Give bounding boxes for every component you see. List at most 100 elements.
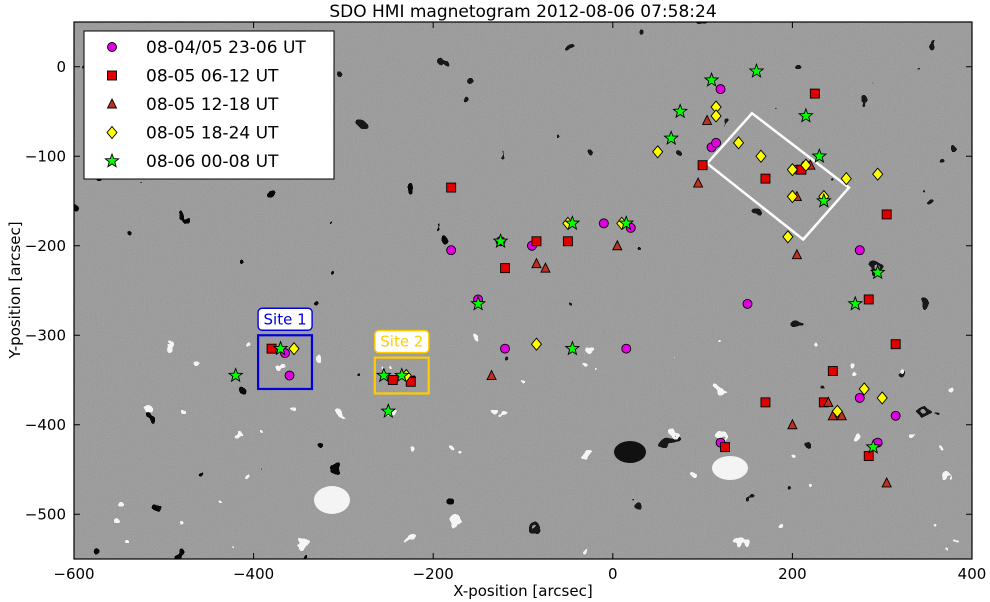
axis-ticks: −600 −400 −200 0 200 400 0 −100 −200 −300 −400 −500 <box>25 22 987 583</box>
site-boxes: Site 1 Site 2 <box>256 111 851 395</box>
series-3-point-2 <box>540 262 551 273</box>
series-3-point-13 <box>881 476 892 488</box>
series-2-point-18 <box>720 442 730 453</box>
series-2-point-8 <box>697 160 708 171</box>
series-3-point-5 <box>692 177 704 188</box>
legend-label-3: 08-05 12-18 UT <box>146 95 279 115</box>
series-5-point-2 <box>272 340 289 356</box>
series-5-point-17 <box>815 192 832 208</box>
series-1-point-3 <box>446 245 457 256</box>
legend-label-5: 08-06 00-08 UT <box>146 152 279 172</box>
y-tick-label-5: −400 <box>25 416 66 434</box>
x-tick-label-4: 0 <box>608 565 618 583</box>
series-2-point-15 <box>760 397 771 408</box>
series-5-point-12 <box>672 103 689 119</box>
series-4-point-20 <box>876 391 888 405</box>
series-5-point-19 <box>847 295 864 311</box>
series-2-point-10 <box>809 88 820 99</box>
x-tick-label-1: −600 <box>53 565 94 583</box>
series-5-point-14 <box>748 62 765 78</box>
series-2-point-3 <box>500 263 510 274</box>
legend-label-1: 08-04/05 23-06 UT <box>146 38 306 58</box>
series-3-point-4 <box>612 239 623 251</box>
legend-marker-3 <box>106 97 118 109</box>
series-1-point-18 <box>854 392 865 403</box>
series-5-point-7 <box>470 295 486 311</box>
x-tick-label-6: 400 <box>958 565 987 583</box>
legend-marker-4 <box>106 125 118 140</box>
series-5-point-18 <box>869 264 886 280</box>
series-4-point-12 <box>800 158 812 172</box>
series-3-point-8 <box>791 248 803 260</box>
series-4-point-10 <box>755 149 767 163</box>
series-5-point-10 <box>618 215 635 231</box>
site-box-2 <box>373 356 430 395</box>
series-4-point-14 <box>782 230 794 244</box>
series-4-point-8 <box>710 109 722 123</box>
series-2-point-13 <box>890 339 901 350</box>
series-5-point-4 <box>393 367 410 383</box>
x-tick-label-5: 200 <box>778 565 807 583</box>
legend-marker-5 <box>104 152 120 168</box>
y-axis-label: Y-position [arcsec] <box>6 221 24 359</box>
x-tick-label-3: −200 <box>413 565 454 583</box>
series-1-point-12 <box>711 137 722 148</box>
legend-marker-2 <box>107 70 117 81</box>
series-3-point-12 <box>787 418 798 430</box>
legend-label-4: 08-05 18-24 UT <box>146 124 279 144</box>
y-tick-label-6: −500 <box>25 505 66 523</box>
sunspot-light-2 <box>314 486 350 514</box>
series-5-point-15 <box>797 107 814 123</box>
series-4-point-18 <box>858 382 870 396</box>
series-1-point-16 <box>854 245 865 256</box>
legend-marker-1 <box>107 42 117 52</box>
y-tick-label-4: −300 <box>25 326 66 344</box>
series-3-point-6 <box>701 114 713 125</box>
series-2-point-6 <box>387 375 398 385</box>
plot-frame <box>73 21 973 560</box>
series-1-point-10 <box>598 218 609 229</box>
series-1-point-13 <box>715 84 726 95</box>
y-tick-label-3: −200 <box>25 237 66 255</box>
series-5-point-8 <box>564 340 581 356</box>
series-4-point-3 <box>530 337 543 351</box>
site-label-2: Site 2 <box>380 333 423 351</box>
site-label-1: Site 1 <box>264 310 307 328</box>
series-2-point-5 <box>562 236 573 247</box>
series-1-point-7 <box>500 343 510 354</box>
series-3-point-9 <box>823 396 834 407</box>
series-4-point-13 <box>786 189 798 204</box>
y-tick-label-1: 0 <box>56 58 66 76</box>
series-1-point-8 <box>621 343 632 354</box>
series-5-point-13 <box>703 71 720 87</box>
series-2-point-1 <box>266 343 277 354</box>
series-5-point-1 <box>227 367 244 383</box>
series-2-point-2 <box>446 182 457 193</box>
series-1-point-19 <box>890 410 901 421</box>
series-5-point-20 <box>865 438 882 454</box>
site-label-box-2 <box>374 329 430 354</box>
series-5-point-16 <box>811 147 828 163</box>
series-2-point-14 <box>827 366 838 376</box>
legend-frame <box>83 30 335 180</box>
series-2-point-4 <box>531 236 542 247</box>
series-3-point-1 <box>531 257 542 269</box>
x-tick-label-2: −400 <box>233 565 274 583</box>
series-4-point-11 <box>786 162 798 177</box>
series-2-point-11 <box>881 209 892 220</box>
series-4-point-19 <box>831 404 843 419</box>
series-1-point-14 <box>742 298 753 309</box>
series-4-point-9 <box>732 136 745 150</box>
series-2-point-12 <box>863 294 874 305</box>
series-4-point-6 <box>652 145 664 159</box>
chart-title: SDO HMI magnetogram 2012-08-06 07:58:24 <box>329 2 716 22</box>
sunspot-dark-1 <box>614 441 646 463</box>
series-5-point-5 <box>380 403 397 419</box>
series-4-point-17 <box>872 167 884 181</box>
series-5-point-3 <box>375 367 392 383</box>
region-box-rotated <box>705 111 851 242</box>
series-4-point-16 <box>840 171 852 186</box>
sunspot-light-1 <box>712 456 748 480</box>
series-5-point-6 <box>492 232 509 248</box>
